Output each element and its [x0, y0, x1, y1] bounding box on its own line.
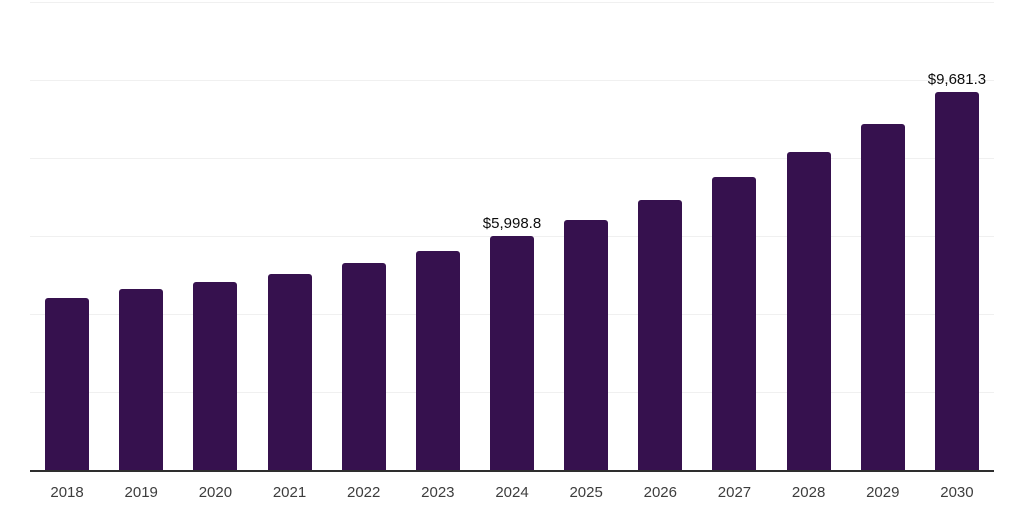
bar-2026 — [638, 200, 683, 470]
x-tick-label-2027: 2027 — [717, 484, 752, 501]
x-axis: 2018 2019 2020 2021 2022 2023 2024 2025 2026 2027… — [30, 472, 994, 508]
data-label-2024: $5,998.8 — [482, 215, 542, 233]
x-tick-label-2019: 2019 — [124, 484, 158, 501]
x-tick-label-2022: 2022 — [347, 484, 381, 501]
gridline — [30, 80, 994, 81]
x-tick-label-2024: 2024 — [495, 484, 529, 501]
x-tick-label-2025: 2025 — [569, 484, 603, 501]
x-tick-label-2028: 2028 — [791, 484, 826, 501]
bar-2024 — [490, 236, 534, 470]
bar-2030 — [934, 92, 979, 470]
bar-2028 — [786, 152, 831, 470]
bar-2021 — [267, 273, 312, 470]
bar-2019 — [119, 289, 164, 470]
gridline — [30, 158, 994, 159]
x-tick-label-2018: 2018 — [50, 484, 84, 501]
x-tick-label-2021: 2021 — [272, 484, 307, 501]
data-label-2030: $9,681.3 — [927, 71, 987, 89]
bar-2027 — [712, 177, 757, 470]
bar-2025 — [564, 220, 609, 470]
x-tick-label-2023: 2023 — [421, 484, 455, 501]
bar-2022 — [341, 262, 386, 470]
x-tick-label-2029: 2029 — [866, 484, 900, 501]
bar-2020 — [193, 281, 238, 470]
gridline — [30, 2, 994, 3]
bar-2018 — [45, 298, 90, 470]
x-tick-label-2026: 2026 — [643, 484, 677, 501]
x-tick-label-2020: 2020 — [198, 484, 233, 501]
bar-2029 — [860, 124, 905, 470]
bar-2023 — [415, 251, 460, 470]
plot-area: $5,998.8 $9,681.3 — [30, 2, 994, 472]
x-tick-label-2030: 2030 — [940, 484, 974, 501]
